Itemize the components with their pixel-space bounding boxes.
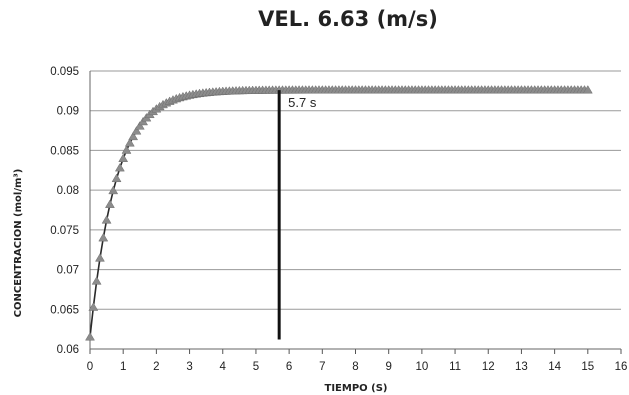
data-point (121, 145, 132, 154)
y-tick-label: 0.085 (50, 145, 79, 157)
x-tick-label: 0 (87, 361, 93, 373)
y-tick-labels: 0.06 0.065 0.07 0.075 0.08 0.085 0.09 0.095 (50, 66, 79, 356)
x-tick-label: 7 (319, 361, 325, 373)
series-line (89, 89, 588, 338)
x-tick-label: 11 (449, 361, 461, 373)
y-tick-label: 0.08 (57, 185, 79, 197)
data-point (582, 85, 593, 94)
x-tick-label: 13 (515, 361, 528, 373)
y-tick-label: 0.06 (57, 344, 79, 356)
data-point (101, 215, 112, 224)
data-point (104, 199, 115, 208)
y-tick-label: 0.075 (50, 225, 79, 237)
y-tick-label: 0.07 (57, 265, 79, 277)
x-tick-label: 1 (120, 361, 126, 373)
data-point (85, 332, 95, 341)
data-point (98, 232, 109, 242)
data-point (111, 173, 122, 183)
x-tick-label: 16 (615, 361, 628, 373)
x-tick-label: 9 (385, 361, 391, 373)
vline-label: 5.7 s (288, 95, 317, 110)
x-tick-label: 3 (186, 361, 192, 373)
data-point (95, 253, 105, 262)
data-point (114, 162, 125, 172)
y-axis-label: CONCENTRACION (mol/m³) (13, 169, 24, 318)
data-point (88, 302, 99, 311)
chart-title: VEL. 6.63 (m/s) (258, 7, 438, 31)
x-tick-label: 8 (352, 361, 358, 373)
x-tick-label: 14 (548, 361, 561, 373)
x-tick-label: 4 (220, 361, 227, 373)
x-tick-label: 10 (415, 361, 428, 373)
x-tick-label: 15 (581, 361, 594, 373)
grid (90, 70, 621, 310)
data-point (124, 138, 135, 147)
x-tick-label: 12 (482, 361, 495, 373)
y-tick-label: 0.095 (50, 66, 79, 78)
axes (89, 71, 622, 354)
y-tick-label: 0.09 (57, 106, 79, 118)
annotations: 5.7 s (277, 90, 317, 340)
x-tick-label: 5 (253, 361, 259, 373)
data-point (131, 126, 142, 135)
x-tick-label: 2 (153, 361, 159, 373)
data-point (118, 153, 129, 163)
data-point (91, 276, 102, 285)
data-point (128, 131, 139, 141)
data-point (134, 121, 145, 130)
x-tick-label: 6 (286, 361, 292, 373)
series (85, 85, 593, 341)
data-point (108, 185, 119, 195)
x-axis-label: TIEMPO (S) (325, 383, 388, 394)
y-tick-label: 0.065 (50, 304, 79, 316)
x-tick-labels: 0 1 2 3 4 5 6 7 8 9 10 11 12 13 14 15 16 (87, 361, 628, 373)
